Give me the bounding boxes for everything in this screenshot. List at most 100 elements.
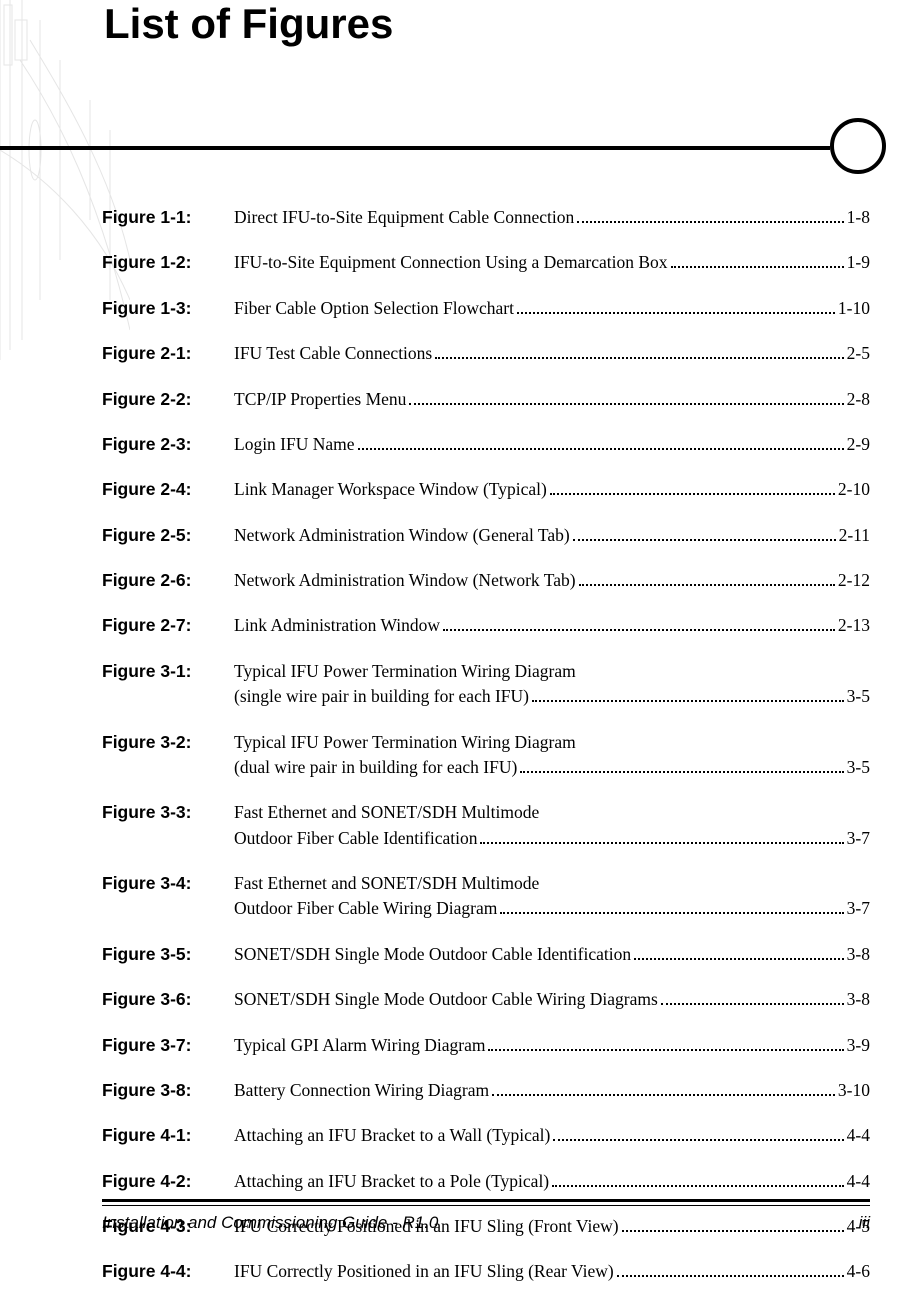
figure-text: IFU Test Cable Connections xyxy=(234,341,432,366)
figure-leader-line: SONET/SDH Single Mode Outdoor Cable Iden… xyxy=(234,942,870,967)
figure-page: 3-8 xyxy=(847,942,870,967)
figure-page: 2-8 xyxy=(847,387,870,412)
figure-page: 3-5 xyxy=(847,684,870,709)
figure-row: Figure 3-7: Typical GPI Alarm Wiring Diag… xyxy=(102,1033,870,1058)
figure-text: Login IFU Name xyxy=(234,432,355,457)
footer-left: Installation and Commissioning Guide - R… xyxy=(102,1213,438,1233)
figure-row: Figure 2-5:Network Administration Window… xyxy=(102,523,870,548)
figure-text: IFU-to-Site Equipment Connection Using a… xyxy=(234,250,668,275)
figure-label: Figure 1-2: xyxy=(102,250,206,275)
figure-description: Link Administration Window2-13 xyxy=(234,613,870,638)
leader-dots xyxy=(492,1094,835,1096)
figure-page: 3-8 xyxy=(847,987,870,1012)
leader-dots xyxy=(577,221,843,223)
leader-dots xyxy=(579,584,835,586)
figure-text: Link Administration Window xyxy=(234,613,440,638)
figure-page: 2-10 xyxy=(838,477,870,502)
leader-dots xyxy=(671,266,844,268)
figure-description: IFU Test Cable Connections2-5 xyxy=(234,341,870,366)
figure-text: Fiber Cable Option Selection Flowchart xyxy=(234,296,514,321)
figure-text-line: Typical IFU Power Termination Wiring Dia… xyxy=(234,730,870,755)
figure-label: Figure 1-1: xyxy=(102,205,206,230)
figures-list: Figure 1-1: Direct IFU-to-Site Equipment … xyxy=(102,205,870,1305)
figure-description: Fast Ethernet and SONET/SDH MultimodeOut… xyxy=(234,871,870,922)
figure-page: 3-10 xyxy=(838,1078,870,1103)
figure-description: Battery Connection Wiring Diagram 3-10 xyxy=(234,1078,870,1103)
figure-page: 4-4 xyxy=(847,1123,870,1148)
leader-dots xyxy=(661,1003,844,1005)
figure-text: (single wire pair in building for each I… xyxy=(234,684,529,709)
figure-leader-line: Link Manager Workspace Window (Typical) 2… xyxy=(234,477,870,502)
figure-label: Figure 2-2: xyxy=(102,387,206,412)
figure-text: Typical GPI Alarm Wiring Diagram xyxy=(234,1033,485,1058)
figure-text: Attaching an IFU Bracket to a Pole (Typi… xyxy=(234,1169,549,1194)
figure-leader-line: (single wire pair in building for each I… xyxy=(234,684,870,709)
figure-leader-line: SONET/SDH Single Mode Outdoor Cable Wiri… xyxy=(234,987,870,1012)
figure-leader-line: IFU Correctly Positioned in an IFU Sling… xyxy=(234,1259,870,1284)
leader-dots xyxy=(358,448,844,450)
figure-leader-line: Outdoor Fiber Cable Identification 3-7 xyxy=(234,826,870,851)
figure-label: Figure 3-5: xyxy=(102,942,206,967)
figure-leader-line: Login IFU Name2-9 xyxy=(234,432,870,457)
figure-label: Figure 2-4: xyxy=(102,477,206,502)
figure-row: Figure 2-7:Link Administration Window2-1… xyxy=(102,613,870,638)
figure-text-line: Typical IFU Power Termination Wiring Dia… xyxy=(234,659,870,684)
figure-label: Figure 3-4: xyxy=(102,871,206,896)
figure-row: Figure 2-6:Network Administration Window… xyxy=(102,568,870,593)
figure-row: Figure 3-3:Fast Ethernet and SONET/SDH M… xyxy=(102,800,870,851)
figure-label: Figure 2-1: xyxy=(102,341,206,366)
figure-text: IFU Correctly Positioned in an IFU Sling… xyxy=(234,1259,614,1284)
leader-dots xyxy=(617,1275,844,1277)
figure-row: Figure 3-5: SONET/SDH Single Mode Outdoor… xyxy=(102,942,870,967)
figure-description: Login IFU Name2-9 xyxy=(234,432,870,457)
figure-leader-line: Network Administration Window (General T… xyxy=(234,523,870,548)
leader-dots xyxy=(517,312,835,314)
leader-dots xyxy=(552,1185,844,1187)
figure-text: Direct IFU-to-Site Equipment Cable Conne… xyxy=(234,205,574,230)
figure-page: 1-9 xyxy=(847,250,870,275)
figure-page: 2-11 xyxy=(839,523,870,548)
figure-page: 4-4 xyxy=(847,1169,870,1194)
figure-row: Figure 1-2: IFU-to-Site Equipment Connect… xyxy=(102,250,870,275)
page-title: List of Figures xyxy=(104,0,393,48)
figure-text: Network Administration Window (General T… xyxy=(234,523,570,548)
figure-text: (dual wire pair in building for each IFU… xyxy=(234,755,517,780)
figure-text: Network Administration Window (Network T… xyxy=(234,568,576,593)
figure-leader-line: Fiber Cable Option Selection Flowchart1-… xyxy=(234,296,870,321)
figure-description: IFU-to-Site Equipment Connection Using a… xyxy=(234,250,870,275)
figure-description: Attaching an IFU Bracket to a Wall (Typi… xyxy=(234,1123,870,1148)
figure-row: Figure 2-4: Link Manager Workspace Window… xyxy=(102,477,870,502)
figure-text: SONET/SDH Single Mode Outdoor Cable Wiri… xyxy=(234,987,658,1012)
figure-text: Battery Connection Wiring Diagram xyxy=(234,1078,489,1103)
footer-page-number: iii xyxy=(859,1213,870,1233)
figure-label: Figure 4-2: xyxy=(102,1169,206,1194)
figure-page: 1-8 xyxy=(847,205,870,230)
figure-text: TCP/IP Properties Menu xyxy=(234,387,406,412)
figure-label: Figure 3-1: xyxy=(102,659,206,684)
figure-description: Network Administration Window (General T… xyxy=(234,523,870,548)
figure-page: 3-5 xyxy=(847,755,870,780)
figure-label: Figure 3-2: xyxy=(102,730,206,755)
figure-label: Figure 3-7: xyxy=(102,1033,206,1058)
figure-row: Figure 4-1:Attaching an IFU Bracket to a… xyxy=(102,1123,870,1148)
figure-text: Link Manager Workspace Window (Typical) xyxy=(234,477,547,502)
figure-leader-line: TCP/IP Properties Menu 2-8 xyxy=(234,387,870,412)
figure-page: 3-7 xyxy=(847,826,870,851)
figure-label: Figure 1-3: xyxy=(102,296,206,321)
leader-dots xyxy=(409,403,843,405)
figure-leader-line: Typical GPI Alarm Wiring Diagram3-9 xyxy=(234,1033,870,1058)
figure-leader-line: Link Administration Window2-13 xyxy=(234,613,870,638)
figure-text-line: Fast Ethernet and SONET/SDH Multimode xyxy=(234,800,870,825)
figure-text: Outdoor Fiber Cable Identification xyxy=(234,826,477,851)
divider-line xyxy=(0,146,830,150)
figure-description: SONET/SDH Single Mode Outdoor Cable Wiri… xyxy=(234,987,870,1012)
figure-text: SONET/SDH Single Mode Outdoor Cable Iden… xyxy=(234,942,631,967)
leader-dots xyxy=(573,539,836,541)
leader-dots xyxy=(553,1139,843,1141)
figure-description: SONET/SDH Single Mode Outdoor Cable Iden… xyxy=(234,942,870,967)
figure-text-line: Fast Ethernet and SONET/SDH Multimode xyxy=(234,871,870,896)
figure-row: Figure 2-2: TCP/IP Properties Menu 2-8 xyxy=(102,387,870,412)
figure-label: Figure 3-8: xyxy=(102,1078,206,1103)
divider-circle-icon xyxy=(830,118,886,174)
figure-text: Outdoor Fiber Cable Wiring Diagram xyxy=(234,896,497,921)
